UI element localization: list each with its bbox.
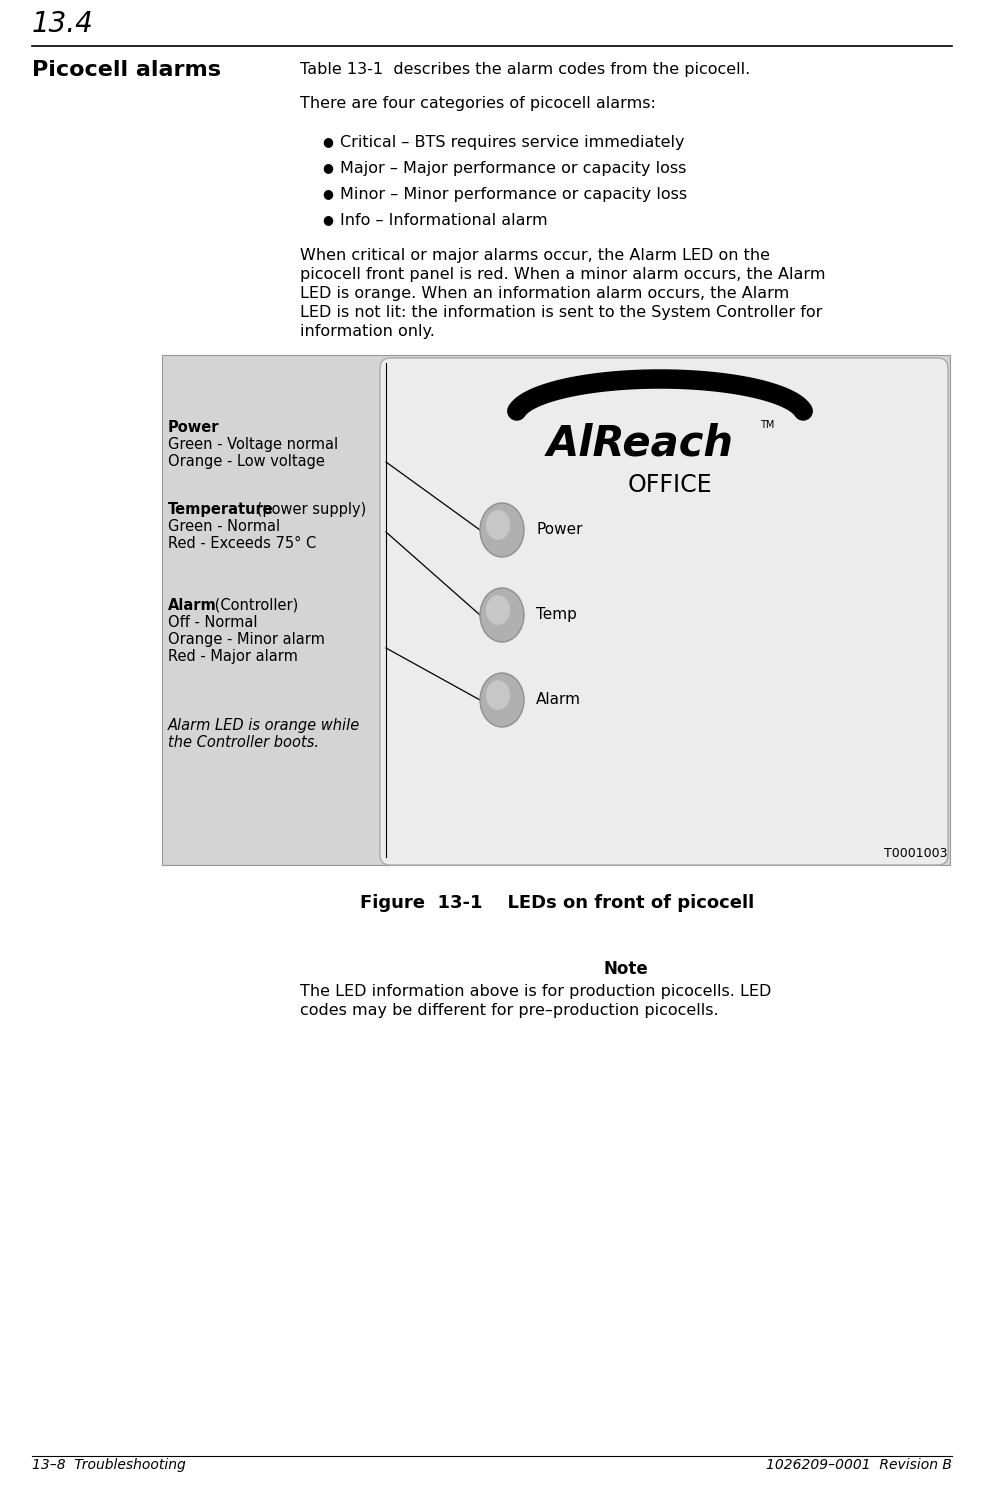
Text: Table 13-1  describes the alarm codes from the picocell.: Table 13-1 describes the alarm codes fro… (300, 62, 750, 77)
Text: Minor – Minor performance or capacity loss: Minor – Minor performance or capacity lo… (340, 187, 687, 202)
Text: Green - Normal: Green - Normal (168, 519, 280, 534)
Text: ●: ● (322, 161, 333, 174)
Ellipse shape (486, 510, 510, 540)
Text: TM: TM (760, 420, 774, 430)
Text: Major – Major performance or capacity loss: Major – Major performance or capacity lo… (340, 161, 687, 176)
Text: 13.4: 13.4 (32, 10, 93, 39)
Ellipse shape (486, 680, 510, 710)
Ellipse shape (480, 503, 524, 557)
Text: Off - Normal: Off - Normal (168, 615, 258, 629)
Text: (Controller): (Controller) (210, 598, 298, 613)
Text: 13–8  Troubleshooting: 13–8 Troubleshooting (32, 1458, 186, 1472)
Text: picocell front panel is red. When a minor alarm occurs, the Alarm: picocell front panel is red. When a mino… (300, 266, 826, 283)
Text: Power: Power (168, 420, 219, 434)
Text: Red - Exceeds 75° C: Red - Exceeds 75° C (168, 536, 316, 551)
Text: OFFICE: OFFICE (628, 473, 712, 497)
Text: LED is orange. When an information alarm occurs, the Alarm: LED is orange. When an information alarm… (300, 286, 789, 301)
Text: the Controller boots.: the Controller boots. (168, 735, 319, 750)
Text: Alarm: Alarm (536, 692, 581, 707)
Text: Temperature: Temperature (168, 501, 274, 516)
Text: Alarm: Alarm (168, 598, 216, 613)
Text: The LED information above is for production picocells. LED: The LED information above is for product… (300, 984, 771, 998)
FancyBboxPatch shape (162, 356, 950, 865)
Text: T0001003: T0001003 (884, 847, 947, 860)
Text: Note: Note (603, 960, 648, 978)
Ellipse shape (480, 673, 524, 728)
Text: Orange - Minor alarm: Orange - Minor alarm (168, 632, 325, 647)
Text: Red - Major alarm: Red - Major alarm (168, 649, 298, 664)
Text: ●: ● (322, 135, 333, 147)
Text: information only.: information only. (300, 324, 435, 339)
Text: Temp: Temp (536, 607, 577, 622)
Text: 1026209–0001  Revision B: 1026209–0001 Revision B (767, 1458, 952, 1472)
Text: When critical or major alarms occur, the Alarm LED on the: When critical or major alarms occur, the… (300, 248, 770, 263)
Ellipse shape (480, 588, 524, 641)
Text: ●: ● (322, 187, 333, 199)
FancyBboxPatch shape (380, 359, 948, 865)
Text: Picocell alarms: Picocell alarms (32, 60, 221, 80)
Text: There are four categories of picocell alarms:: There are four categories of picocell al… (300, 97, 656, 112)
Text: Power: Power (536, 522, 583, 537)
Text: ●: ● (322, 213, 333, 226)
Text: (power supply): (power supply) (252, 501, 366, 516)
Text: codes may be different for pre–production picocells.: codes may be different for pre–productio… (300, 1003, 718, 1018)
Text: Figure  13-1    LEDs on front of picocell: Figure 13-1 LEDs on front of picocell (360, 894, 754, 912)
Text: Alarm LED is orange while: Alarm LED is orange while (168, 719, 360, 734)
Ellipse shape (486, 595, 510, 625)
Text: Info – Informational alarm: Info – Informational alarm (340, 213, 548, 228)
Text: LED is not lit: the information is sent to the System Controller for: LED is not lit: the information is sent … (300, 305, 823, 320)
Text: Critical – BTS requires service immediately: Critical – BTS requires service immediat… (340, 135, 685, 150)
Text: Orange - Low voltage: Orange - Low voltage (168, 454, 325, 469)
Text: AlReach: AlReach (546, 423, 733, 464)
Text: Green - Voltage normal: Green - Voltage normal (168, 437, 338, 452)
